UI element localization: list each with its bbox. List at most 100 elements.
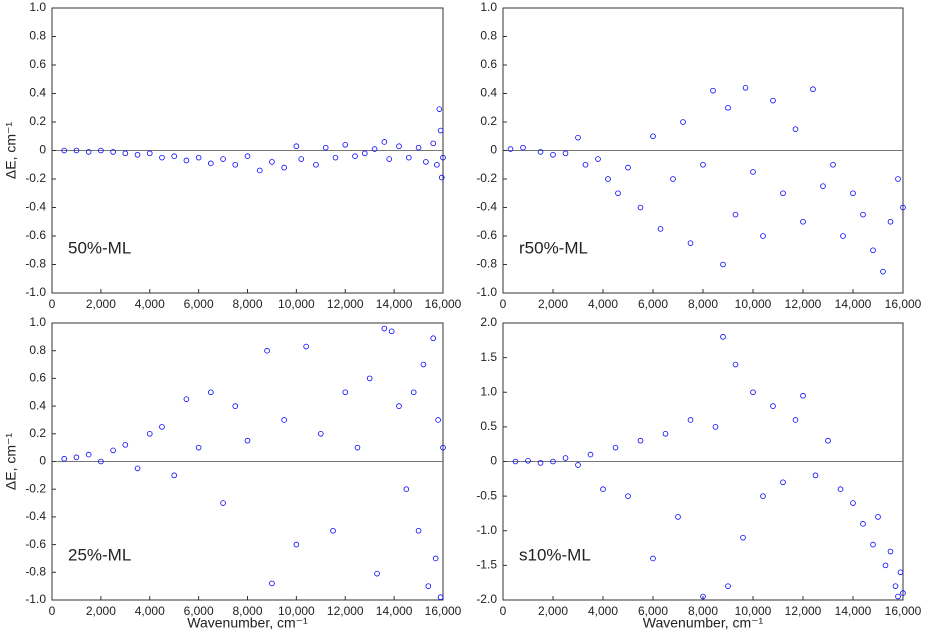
y-tick-label: 1.0	[29, 0, 46, 14]
x-axis-label: Wavenumber, cm⁻¹	[643, 615, 764, 630]
point	[159, 424, 165, 430]
point	[423, 159, 429, 165]
point	[415, 527, 422, 534]
point	[725, 583, 731, 589]
point	[850, 190, 856, 197]
y-tick-label: 0	[39, 143, 46, 157]
y-tick-label: -0.8	[25, 564, 46, 578]
x-tick-label: 14,000	[835, 604, 872, 618]
point	[435, 417, 441, 423]
point	[432, 555, 439, 562]
y-tick-label: 0.6	[29, 371, 46, 385]
point	[840, 233, 846, 239]
point	[582, 161, 589, 168]
point	[887, 548, 894, 555]
point	[687, 417, 694, 423]
point	[600, 486, 606, 493]
point	[650, 133, 656, 140]
y-tick-label: -0.2	[25, 481, 46, 495]
point	[313, 161, 319, 168]
y-tick-label: 0.2	[480, 114, 497, 128]
y-tick-label: 1.0	[480, 0, 497, 14]
point	[710, 87, 716, 94]
y-tick-label: -0.6	[25, 228, 46, 242]
x-tick-label: 14,000	[376, 297, 413, 311]
point	[374, 570, 380, 577]
point	[770, 97, 776, 104]
point	[887, 218, 894, 225]
point	[269, 159, 275, 165]
x-tick-label: 16,000	[885, 297, 922, 311]
point	[870, 247, 876, 254]
point	[895, 593, 901, 600]
point	[405, 154, 412, 161]
point	[134, 465, 141, 472]
point	[800, 392, 806, 399]
point	[298, 156, 305, 162]
y-tick-label: -1.0	[476, 523, 497, 537]
x-tick-label: 6,000	[184, 604, 214, 618]
x-tick-label: 12,000	[785, 297, 822, 311]
point	[512, 458, 519, 465]
x-tick-label: 6,000	[184, 297, 214, 311]
point	[183, 396, 190, 402]
point	[342, 142, 349, 148]
point	[208, 160, 214, 167]
point	[675, 514, 681, 520]
x-tick-label: 12,000	[327, 604, 364, 618]
point	[244, 153, 251, 160]
y-tick-label: -1.0	[25, 592, 46, 606]
point	[420, 361, 427, 368]
point	[146, 430, 153, 437]
point	[381, 139, 388, 145]
point	[760, 493, 766, 499]
point	[354, 444, 361, 451]
panel-label: r50%-ML	[519, 238, 588, 257]
point	[396, 403, 402, 409]
point	[244, 437, 251, 444]
y-tick-label: 0.2	[29, 114, 46, 128]
point	[256, 167, 263, 174]
point	[595, 156, 601, 162]
y-tick-label: 0.4	[29, 398, 46, 412]
point	[820, 183, 826, 189]
x-tick-label: 14,000	[376, 604, 413, 618]
point	[680, 119, 686, 125]
point	[371, 146, 378, 152]
point	[740, 534, 746, 541]
x-tick-label: 14,000	[835, 297, 872, 311]
point	[562, 455, 569, 461]
point	[725, 104, 731, 111]
point	[880, 268, 886, 275]
point	[825, 437, 831, 444]
point	[195, 154, 202, 161]
x-tick-label: 16,000	[425, 604, 462, 618]
point	[269, 580, 275, 587]
point	[860, 211, 866, 218]
point	[281, 164, 287, 171]
x-tick-label: 2,000	[538, 604, 568, 618]
point	[220, 500, 226, 506]
point	[98, 147, 104, 154]
point	[550, 151, 556, 158]
x-tick-label: 8,000	[688, 297, 718, 311]
panel-label: s10%-ML	[519, 545, 591, 564]
point	[410, 389, 417, 396]
panel-label: 50%-ML	[68, 238, 131, 257]
panel-label: 25%-ML	[68, 545, 131, 564]
point	[293, 143, 300, 150]
point	[85, 451, 92, 458]
point	[892, 583, 899, 589]
x-tick-label: 4,000	[135, 604, 165, 618]
point	[171, 153, 177, 160]
point	[792, 126, 799, 132]
y-tick-label: 0.8	[480, 29, 497, 43]
point	[293, 541, 300, 548]
y-tick-label: 1.0	[480, 384, 497, 398]
x-tick-label: 8,000	[232, 604, 262, 618]
y-tick-label: -0.5	[476, 488, 497, 502]
x-tick-label: 10,000	[278, 297, 315, 311]
point	[352, 153, 358, 160]
y-tick-label: 0.4	[29, 86, 46, 100]
